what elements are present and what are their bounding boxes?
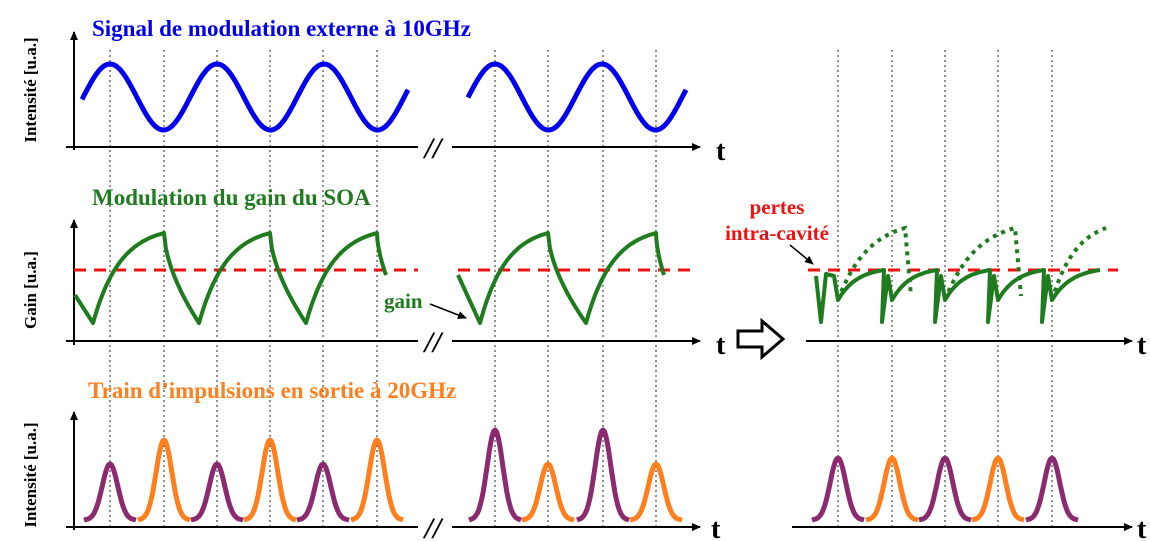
losses-annotation-pointer [789,244,814,265]
ylabel-row3: Intensité [u.a.] [21,422,40,527]
pulse-small [296,461,350,523]
pulse-small [576,427,630,523]
pulse-small [83,461,137,523]
pulse-large [243,437,297,523]
gain-curve-left [73,231,388,325]
title-pulse-train: Train d’impulsions en sortie à 20GHz [88,378,456,403]
axis-break-icon-row3: // [423,512,444,541]
axis-break-icon-row1: // [423,132,444,165]
title-gain-modulation: Modulation du gain du SOA [92,185,371,210]
pulse-large [521,461,575,523]
losses-annotation-line2: intra-cavité [725,221,829,245]
pulse-small [190,461,244,523]
ylabel-row2: Gain [u.a.] [21,251,40,329]
pulse-train [83,427,1079,523]
t-label-row2-right: t [1137,330,1147,361]
pulse-large [865,455,919,523]
hollow-right-arrow-icon [736,317,786,361]
title-external-signal: Signal de modulation externe à 10GHz [92,16,471,41]
gain-curve-unclamped-dotted [836,225,1107,301]
gain-annotation: gain [384,289,423,313]
t-label-row3-right: t [1137,514,1147,541]
t-label-row1: t [716,136,726,167]
gain-annotation-pointer [429,303,467,319]
axis-break-icon-row2: // [423,326,444,359]
pulse-small [918,455,972,523]
t-label-row2-mid: t [716,330,726,361]
pulse-small [811,455,865,523]
gain-curve-clamped [814,268,1101,324]
gain-curve-mid [456,231,666,325]
external-signal-curve-right [465,61,689,133]
t-label-row3-mid: t [711,514,721,541]
ylabel-row1: Intensité [u.a.] [21,37,40,142]
losses-annotation-line1: pertes [750,195,805,219]
pulse-large [971,455,1025,523]
pulse-large [137,437,191,523]
pulse-large [629,461,683,523]
pulse-small [468,427,522,523]
external-signal-curve-left [79,61,411,133]
pulse-large [350,437,404,523]
pulse-small [1025,455,1079,523]
